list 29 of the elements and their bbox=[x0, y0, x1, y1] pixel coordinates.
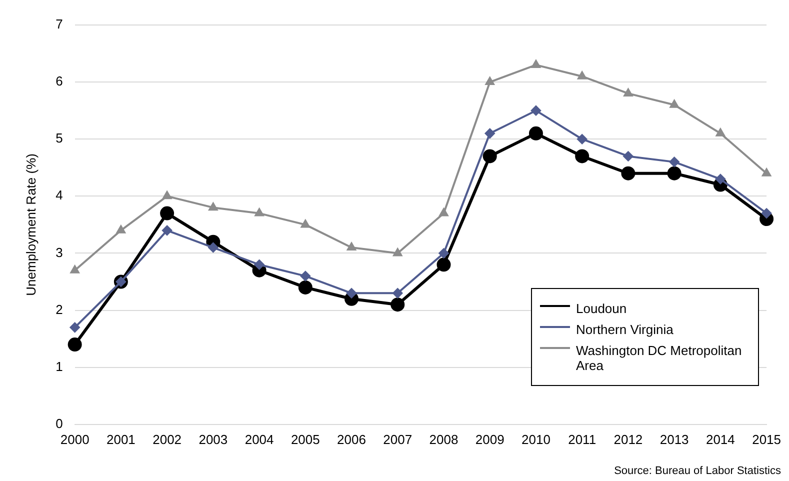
y-tick-label: 5 bbox=[56, 130, 63, 146]
x-tick-label: 2004 bbox=[244, 432, 274, 447]
x-tick-label: 2003 bbox=[198, 432, 228, 447]
x-tick-label: 2002 bbox=[152, 432, 182, 447]
x-tick-label: 2005 bbox=[290, 432, 320, 447]
y-axis-title: Unemployment Rate (%) bbox=[23, 154, 38, 296]
x-tick-label: 2011 bbox=[568, 432, 596, 447]
source-note: Source: Bureau of Labor Statistics bbox=[614, 465, 781, 477]
x-tick-label: 2006 bbox=[337, 432, 366, 447]
x-tick-label: 2009 bbox=[475, 432, 504, 447]
x-tick-label: 2010 bbox=[522, 432, 550, 447]
legend-label: Northern Virginia bbox=[576, 322, 674, 337]
y-tick-label: 1 bbox=[56, 358, 63, 374]
y-tick-label: 4 bbox=[56, 188, 63, 203]
y-tick-label: 6 bbox=[56, 74, 63, 89]
x-tick-label: 2013 bbox=[660, 432, 689, 447]
x-tick-label: 2012 bbox=[614, 432, 643, 447]
y-tick-label: 3 bbox=[56, 244, 63, 260]
y-tick-label: 2 bbox=[56, 302, 63, 317]
legend-label: Washington DC Metropolitan Area bbox=[576, 343, 743, 373]
x-tick-label: 2001 bbox=[106, 432, 136, 447]
y-tick-label: 0 bbox=[56, 416, 63, 431]
legend-label: Loudoun bbox=[576, 301, 627, 316]
x-tick-label: 2015 bbox=[752, 432, 781, 447]
x-tick-label: 2014 bbox=[706, 432, 735, 447]
y-tick-label: 7 bbox=[56, 16, 63, 32]
x-tick-label: 2000 bbox=[60, 432, 90, 447]
x-tick-label: 2008 bbox=[429, 432, 458, 447]
x-tick-label: 2007 bbox=[383, 432, 412, 447]
